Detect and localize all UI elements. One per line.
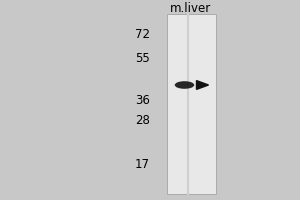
Text: m.liver: m.liver <box>170 1 211 15</box>
Text: 72: 72 <box>135 28 150 42</box>
Bar <box>167 14 216 194</box>
Text: 36: 36 <box>135 94 150 106</box>
Text: 28: 28 <box>135 114 150 128</box>
Text: 55: 55 <box>135 52 150 66</box>
Text: 17: 17 <box>135 158 150 170</box>
Polygon shape <box>196 81 208 89</box>
Ellipse shape <box>175 81 194 89</box>
